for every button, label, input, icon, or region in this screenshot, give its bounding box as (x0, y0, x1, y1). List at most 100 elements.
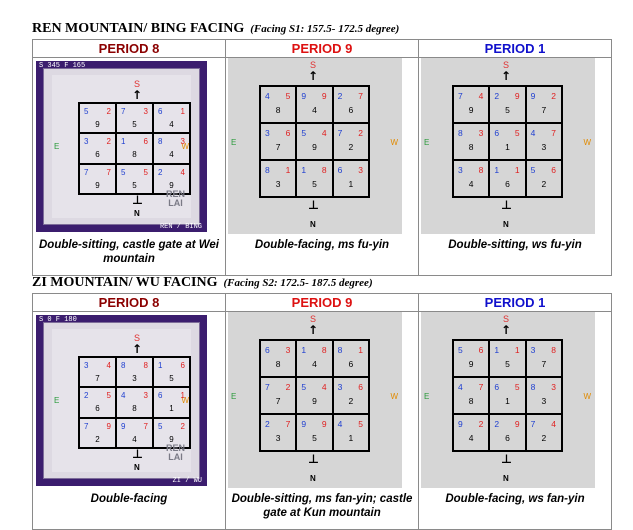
arrow-up-icon: ↑ (501, 69, 512, 83)
base-star: 7 (275, 396, 281, 406)
mountain-star: 2 (265, 419, 270, 429)
facing-star: 8 (321, 165, 327, 175)
facing-star: 3 (358, 165, 363, 175)
base-star: 7 (275, 142, 281, 152)
base-star: 4 (468, 179, 474, 189)
base-star: 9 (468, 105, 474, 115)
base-star: 4 (169, 120, 174, 129)
base-star: 1 (169, 404, 174, 414)
chart-direction-tag: REN / BING (159, 223, 202, 231)
chart-caption: Double-sitting, castle gate at Wei mount… (39, 239, 219, 265)
facing-star: 8 (321, 345, 327, 355)
watermark-logo: REN LAI (165, 443, 185, 462)
period-label: PERIOD 9 (226, 40, 418, 58)
base-star: 3 (541, 142, 547, 152)
base-star: 6 (95, 150, 100, 160)
facing-star: 7 (358, 91, 363, 101)
facing-star: 3 (180, 137, 185, 147)
chart-caption: Double-facing, ws fan-yin (445, 493, 585, 505)
section-title: ZI MOUNTAIN/ WU FACING (Facing S2: 172.5-… (32, 275, 373, 290)
base-star: 4 (132, 434, 137, 444)
mountain-star: 7 (121, 107, 126, 116)
base-star: 8 (275, 359, 281, 369)
base-star: 7 (541, 359, 547, 369)
base-star: 9 (95, 180, 100, 190)
mountain-star: 8 (265, 165, 270, 175)
mountain-star: 6 (265, 345, 270, 355)
chart-direction-tag: ZI / WU (172, 477, 202, 485)
base-star: 1 (348, 433, 354, 443)
mountain-star: 9 (301, 91, 307, 101)
facing-star: 9 (106, 421, 111, 431)
south-label: S (134, 79, 141, 89)
base-star: 3 (541, 396, 547, 406)
mountain-star: 5 (158, 421, 163, 431)
mountain-star: 8 (121, 361, 126, 370)
flying-star-chart: S ↑ E W ⊥ N 5 6 9 1 1 5 3 8 7 4 7 8 6 5 1 8 3 3 9 2 4 2 9 6 7 4 2 (419, 312, 611, 489)
base-star: 9 (312, 396, 317, 406)
facing-star: 8 (143, 361, 148, 370)
watermark-logo: REN LAI (165, 189, 185, 208)
arrow-up-icon: ↑ (132, 342, 143, 356)
chart-caption: Double-facing, ms fu-yin (254, 239, 390, 251)
facing-star: 3 (143, 107, 148, 116)
facing-star: 6 (143, 137, 148, 147)
facing-star: 4 (321, 128, 327, 138)
mountain-star: 7 (458, 91, 463, 101)
facing-star: 5 (143, 167, 148, 177)
facing-star: 4 (551, 419, 556, 429)
chart-frame: S ↑ E W ⊥ N 5 2 9 7 3 5 6 1 4 3 2 6 1 6 8 8 3 4 7 7 9 5 5 5 2 4 9 S 345 F… (36, 61, 207, 232)
base-star: 9 (468, 359, 474, 369)
mountain-star: 3 (84, 137, 89, 147)
base-star: 7 (95, 374, 100, 383)
facing-star: 6 (180, 361, 185, 370)
base-star: 3 (275, 179, 281, 189)
base-star: 7 (541, 105, 547, 115)
base-star: 9 (169, 180, 174, 190)
east-label: E (424, 392, 430, 401)
mountain-star: 1 (158, 361, 163, 370)
base-star: 6 (505, 179, 510, 189)
base-star: 3 (275, 433, 281, 443)
base-star: 5 (169, 374, 174, 383)
chart-inner: S ↑ E W ⊥ N 5 2 9 7 3 5 6 1 4 3 2 6 1 6 8 8 3 4 7 7 9 5 5 5 2 4 9 (52, 75, 191, 218)
base-star: 5 (505, 105, 510, 115)
chart-cell: PERIOD 9 S ↑ E W ⊥ N 4 5 8 9 9 4 2 7 6 3 6 7 5 4 9 7 2 2 8 1 3 1 8 5 6 3… (226, 40, 419, 275)
flying-star-chart: S ↑ E W ⊥ N 7 4 9 2 9 5 9 2 7 8 3 8 6 5 1 4 7 3 3 8 4 1 1 6 5 6 2 (419, 58, 611, 235)
facing-star: 3 (143, 391, 148, 401)
mountain-star: 6 (158, 107, 163, 116)
base-star: 2 (541, 433, 547, 443)
facing-star: 9 (514, 419, 520, 429)
mountain-star: 8 (158, 137, 163, 147)
sitting-mark-icon: ⊥ (308, 452, 319, 466)
west-label: W (181, 142, 189, 151)
facing-star: 6 (285, 128, 291, 138)
period-label: PERIOD 9 (226, 294, 418, 312)
section-subtitle: (Facing S2: 172.5- 187.5 degree) (223, 277, 373, 289)
base-star: 9 (95, 120, 100, 129)
west-label: W (583, 138, 591, 147)
